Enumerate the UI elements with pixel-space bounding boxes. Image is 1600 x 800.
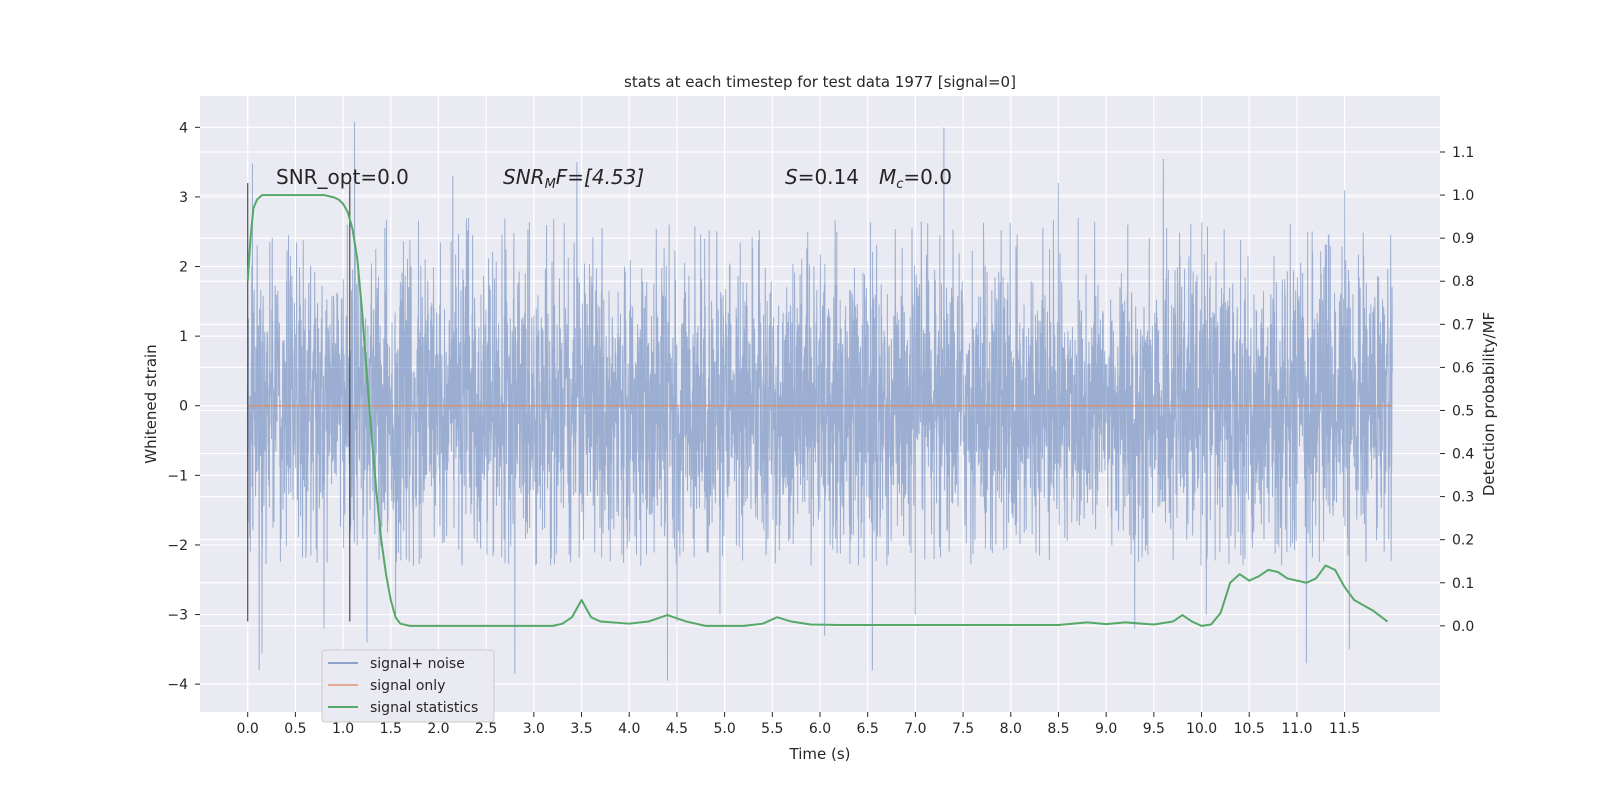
x-tick-label: 8.0 xyxy=(1000,721,1022,737)
legend-label-signal: signal only xyxy=(370,678,445,694)
x-tick-label: 0.0 xyxy=(237,721,259,737)
x-tick-label: 2.5 xyxy=(475,721,497,737)
y-tick-label: 0 xyxy=(179,399,188,415)
y-tick-label: −3 xyxy=(167,608,188,624)
annotation-snr-mf: SNRMF=[4.53] xyxy=(503,165,644,192)
y-axis-title: Whitened strain xyxy=(142,344,160,463)
signal-statistics-line xyxy=(246,194,1389,627)
y-right-axis-title: Detection probability/MF xyxy=(1480,312,1498,496)
chart-title: stats at each timestep for test data 197… xyxy=(624,73,1016,91)
x-tick-label: 3.0 xyxy=(523,721,545,737)
x-tick-label: 3.5 xyxy=(570,721,592,737)
y-tick-label: −4 xyxy=(167,677,188,693)
x-tick-label: 9.0 xyxy=(1095,721,1117,737)
x-tick-label: 6.0 xyxy=(809,721,831,737)
x-tick-label: 4.5 xyxy=(666,721,688,737)
annotation-mc-c: =0.0 xyxy=(903,165,952,189)
x-tick-label: 4.0 xyxy=(618,721,640,737)
y-tick-label: 2 xyxy=(179,260,188,276)
annotation-snr-mf-c: F=[4.53] xyxy=(556,165,644,189)
y-tick-label: 3 xyxy=(179,190,188,206)
x-tick-label: 7.5 xyxy=(952,721,974,737)
x-tick-label: 1.5 xyxy=(380,721,402,737)
y-right-tick-label: 0.9 xyxy=(1452,231,1474,247)
legend-label-stats: signal statistics xyxy=(370,700,478,716)
legend-box xyxy=(321,649,495,723)
y-tick-label: 1 xyxy=(179,329,188,345)
annotation-s: S=0.14 xyxy=(785,165,859,189)
vline-layer xyxy=(247,183,351,622)
noise-series xyxy=(247,121,1393,681)
signal-statistics-series xyxy=(246,194,1389,627)
x-tick-label: 7.0 xyxy=(904,721,926,737)
annotation-s-a: S xyxy=(785,165,798,189)
x-tick-label: 11.0 xyxy=(1281,721,1312,737)
y-right-tick-label: 0.5 xyxy=(1452,403,1474,419)
annotation-mc: Mc=0.0 xyxy=(879,165,952,192)
y-tick-label: 4 xyxy=(179,120,188,136)
y-right-tick-label: 0.6 xyxy=(1452,360,1474,376)
x-tick-layer: 0.0 0.5 1.0 1.5 2.0 2.5 3.0 3.5 4.0 4.5 5.0 5.5 6.0 6… xyxy=(237,712,1360,737)
annotation-snr-opt: SNR_opt=0.0 xyxy=(276,165,409,189)
y-tick-label: −1 xyxy=(167,468,188,484)
x-tick-label: 6.5 xyxy=(857,721,879,737)
y-right-tick-label: 0.4 xyxy=(1452,447,1474,463)
legend: signal+ noise signal only signal statist… xyxy=(321,649,495,723)
y-right-tick-label: 0.8 xyxy=(1452,274,1474,290)
y-right-tick-label: 0.1 xyxy=(1452,576,1474,592)
x-axis-title: Time (s) xyxy=(789,745,851,763)
x-tick-label: 10.5 xyxy=(1234,721,1265,737)
x-tick-label: 10.0 xyxy=(1186,721,1217,737)
y-tick-layer: −4 −3 −2 −1 0 1 2 3 4 xyxy=(167,120,200,693)
x-tick-label: 2.0 xyxy=(427,721,449,737)
y-right-tick-label: 1.0 xyxy=(1452,188,1474,204)
y-right-tick-label: 0.3 xyxy=(1452,490,1474,506)
y-right-tick-label: 1.1 xyxy=(1452,145,1474,161)
legend-label-noise: signal+ noise xyxy=(370,656,465,672)
annotation-mc-b: c xyxy=(896,177,903,192)
y-right-tick-layer: 0.0 0.1 0.2 0.3 0.4 0.5 0.6 0.7 0.8 0.9 1.0 1.1 xyxy=(1440,145,1474,635)
x-tick-label: 8.5 xyxy=(1047,721,1069,737)
x-tick-label: 5.5 xyxy=(761,721,783,737)
y-right-tick-label: 0.0 xyxy=(1452,619,1474,635)
x-tick-label: 9.5 xyxy=(1143,721,1165,737)
annotation-s-b: =0.14 xyxy=(798,165,859,189)
x-tick-label: 0.5 xyxy=(284,721,306,737)
x-tick-label: 5.0 xyxy=(713,721,735,737)
y-tick-label: −2 xyxy=(167,538,188,554)
noise-line xyxy=(247,121,1393,681)
y-right-tick-label: 0.7 xyxy=(1452,317,1474,333)
x-tick-label: 1.0 xyxy=(332,721,354,737)
y-right-tick-label: 0.2 xyxy=(1452,533,1474,549)
annotation-snr-mf-a: SNR xyxy=(503,165,545,189)
x-tick-label: 11.5 xyxy=(1329,721,1360,737)
annotation-snr-mf-b: M xyxy=(545,177,556,192)
annotation-mc-a: M xyxy=(879,165,896,189)
